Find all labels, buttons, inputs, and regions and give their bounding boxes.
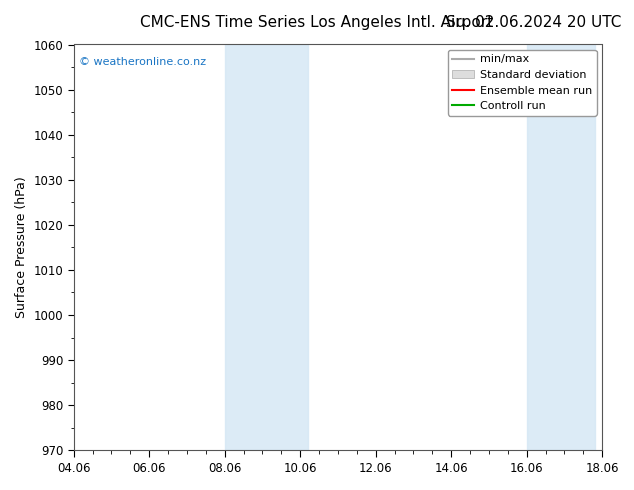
Text: CMC-ENS Time Series Los Angeles Intl. Airport: CMC-ENS Time Series Los Angeles Intl. Ai…: [141, 15, 493, 30]
Text: Su. 02.06.2024 20 UTC: Su. 02.06.2024 20 UTC: [446, 15, 621, 30]
Bar: [224, 45, 307, 450]
Legend: min/max, Standard deviation, Ensemble mean run, Controll run: min/max, Standard deviation, Ensemble me…: [448, 50, 597, 116]
Bar: [527, 45, 595, 450]
Text: © weatheronline.co.nz: © weatheronline.co.nz: [79, 57, 206, 67]
Y-axis label: Surface Pressure (hPa): Surface Pressure (hPa): [15, 176, 28, 318]
